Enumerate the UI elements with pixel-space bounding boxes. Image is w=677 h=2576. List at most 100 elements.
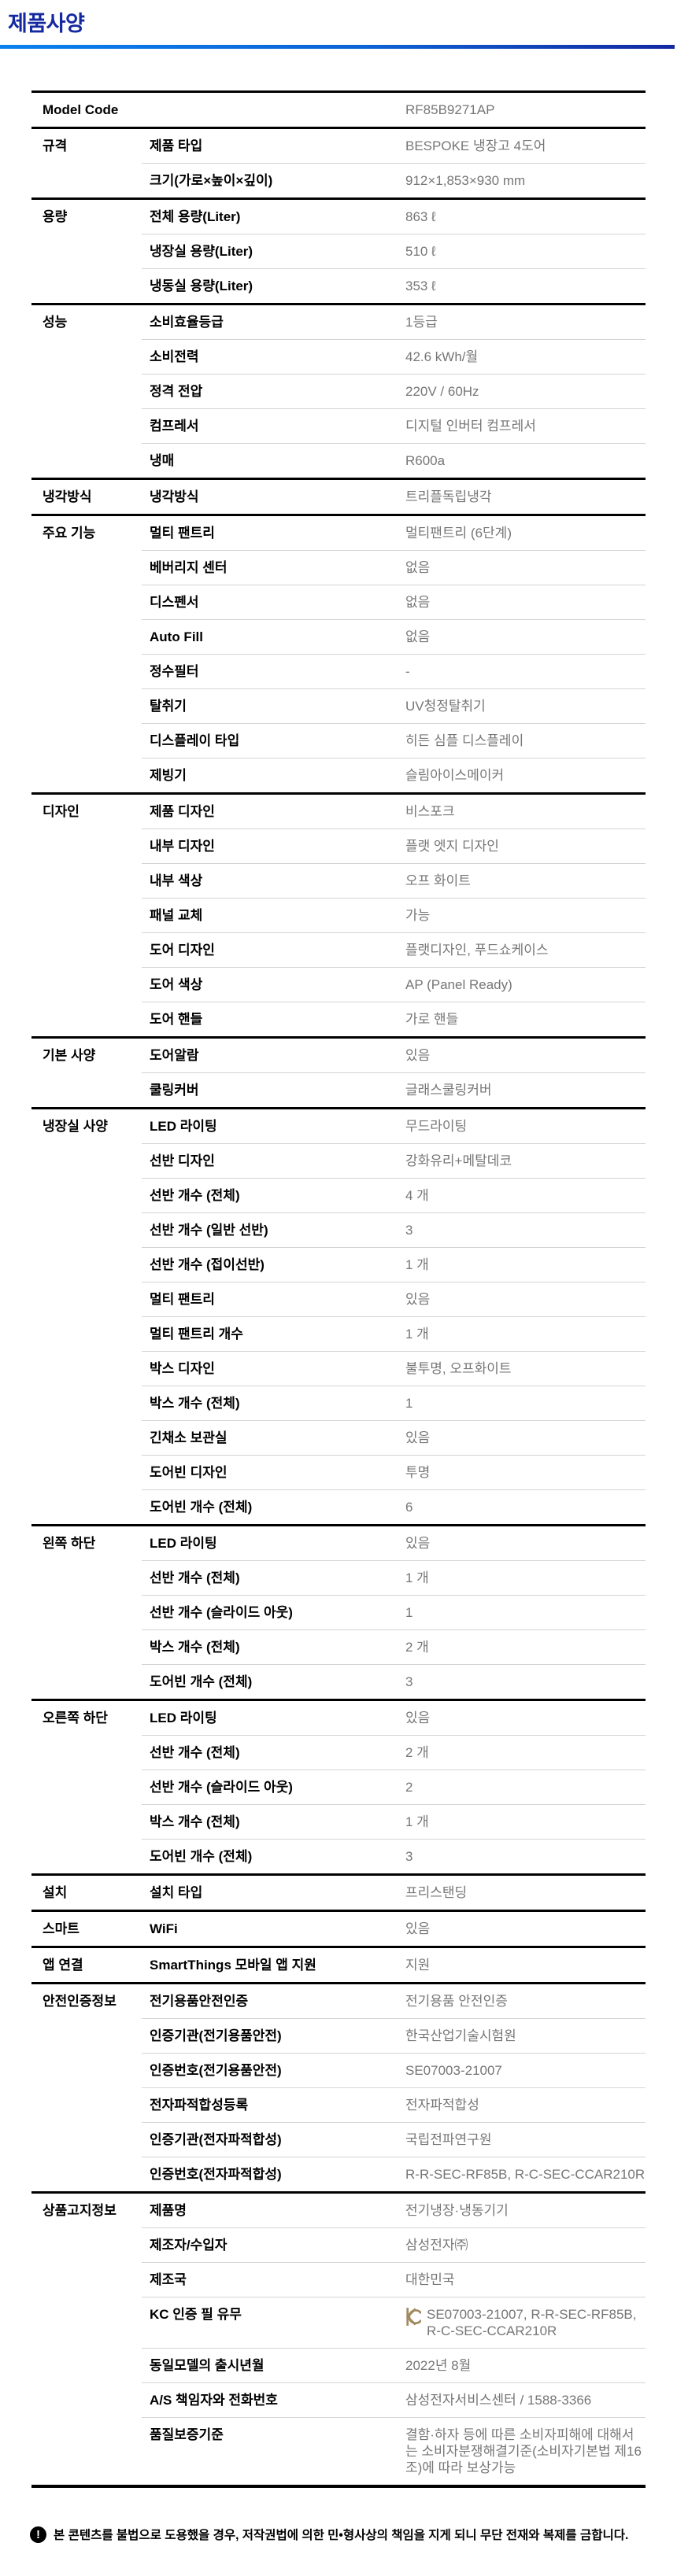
spec-label: 소비전력 bbox=[150, 349, 199, 364]
spec-label bbox=[142, 101, 405, 118]
spec-value: 863 ℓ bbox=[405, 209, 436, 224]
spec-value: 프리스탠딩 bbox=[405, 1885, 468, 1900]
spec-value: 3 bbox=[405, 1849, 413, 1864]
spec-value-cell: 글래스쿨링커버 bbox=[405, 1082, 646, 1098]
spec-row: 내부 디자인 플랫 엣지 디자인 bbox=[142, 829, 646, 863]
spec-category: 냉장실 사양 bbox=[43, 1119, 108, 1134]
footer-note: ! 본 콘텐츠를 불법으로 도용했을 경우, 저작권법에 의한 민•형사상의 책… bbox=[30, 2526, 666, 2543]
spec-section-rows: SmartThings 모바일 앱 지원 지원 bbox=[142, 1948, 646, 1982]
spec-row: 소비효율등급 1등급 bbox=[142, 305, 646, 339]
spec-value-cell: 슬림아이스메이커 bbox=[405, 767, 646, 784]
spec-label: 컴프레서 bbox=[150, 419, 199, 434]
spec-row: 도어빈 개수 (전체) 3 bbox=[142, 1839, 646, 1873]
spec-label: LED 라이팅 bbox=[150, 1536, 217, 1551]
spec-value-cell: 있음 bbox=[405, 1921, 646, 1937]
page-title: 제품사양 bbox=[8, 12, 85, 35]
spec-section: 용량 전체 용량(Liter) 863 ℓ 냉장실 용량(Liter) 510 … bbox=[31, 197, 646, 303]
spec-section: 기본 사양 도어알람 있음 쿨링커버 글래스쿨링커버 bbox=[31, 1036, 646, 1107]
spec-value: 국립전파연구원 bbox=[405, 2132, 492, 2147]
spec-label: 선반 개수 (전체) bbox=[150, 1570, 240, 1585]
spec-label: 선반 개수 (전체) bbox=[150, 1188, 240, 1203]
spec-label: 디스플레이 타입 bbox=[150, 733, 240, 748]
spec-row: WiFi 있음 bbox=[142, 1912, 646, 1946]
spec-category: 용량 bbox=[43, 209, 68, 224]
spec-value-cell: 없음 bbox=[405, 629, 646, 645]
spec-value-cell: 멀티팬트리 (6단계) bbox=[405, 525, 646, 541]
spec-row: 정수필터 - bbox=[142, 654, 646, 688]
spec-row: 도어 핸들 가로 핸들 bbox=[142, 1002, 646, 1036]
spec-value: AP (Panel Ready) bbox=[405, 977, 512, 992]
spec-value: 2 개 bbox=[405, 1640, 429, 1655]
spec-section-rows: LED 라이팅 무드라이팅 선반 디자인 강화유리+메탈데코 선반 개수 ( bbox=[142, 1109, 646, 1524]
spec-label: 멀티 팬트리 bbox=[150, 1292, 215, 1307]
spec-row: 소비전력 42.6 kWh/월 bbox=[142, 339, 646, 374]
spec-label: A/S 책임자와 전화번호 bbox=[150, 2393, 278, 2408]
spec-label: 정격 전압 bbox=[150, 384, 203, 399]
spec-value-cell: 4 개 bbox=[405, 1187, 646, 1204]
spec-category: 앱 연결 bbox=[43, 1958, 83, 1973]
title-underline bbox=[0, 45, 675, 49]
spec-value-cell: 2022년 8월 bbox=[405, 2357, 646, 2374]
spec-label: 도어 핸들 bbox=[150, 1012, 203, 1027]
spec-row: 쿨링커버 글래스쿨링커버 bbox=[142, 1072, 646, 1107]
spec-row: 선반 개수 (일반 선반) 3 bbox=[142, 1212, 646, 1247]
spec-row: 디스플레이 타입 히든 심플 디스플레이 bbox=[142, 723, 646, 758]
spec-value-cell: 3 bbox=[405, 1222, 646, 1238]
spec-label: 박스 디자인 bbox=[150, 1361, 215, 1376]
spec-value: 전기냉장·냉동기기 bbox=[405, 2203, 509, 2218]
spec-row: 선반 디자인 강화유리+메탈데코 bbox=[142, 1143, 646, 1178]
spec-label: 쿨링커버 bbox=[150, 1083, 199, 1098]
spec-row: 냉동실 용량(Liter) 353 ℓ bbox=[142, 268, 646, 303]
spec-row: LED 라이팅 있음 bbox=[142, 1701, 646, 1735]
spec-label: 디스펜서 bbox=[150, 595, 199, 610]
spec-label: 제조국 bbox=[150, 2272, 187, 2287]
spec-row: 도어 색상 AP (Panel Ready) bbox=[142, 967, 646, 1002]
spec-row: Auto Fill 없음 bbox=[142, 619, 646, 654]
spec-section: Model Code RF85B9271AP bbox=[31, 93, 646, 127]
spec-value-cell: 1 개 bbox=[405, 1814, 646, 1830]
spec-value: 없음 bbox=[405, 629, 431, 644]
spec-label: 탈취기 bbox=[150, 699, 187, 714]
spec-label: 베버리지 센터 bbox=[150, 560, 228, 575]
spec-section-rows: 제품 타입 BESPOKE 냉장고 4도어 크기(가로×높이×깊이) 912×1… bbox=[142, 129, 646, 197]
spec-value: 지원 bbox=[405, 1958, 431, 1973]
spec-table: Model Code RF85B9271AP 규격 제품 타입 bbox=[31, 90, 646, 2488]
spec-value: 결함·하자 등에 따른 소비자피해에 대해서는 소비자분쟁해결기준(소비자기본법… bbox=[405, 2427, 642, 2475]
spec-value: 한국산업기술시험원 bbox=[405, 2028, 516, 2043]
spec-label: 도어빈 개수 (전체) bbox=[150, 1849, 253, 1864]
spec-row: 디스펜서 없음 bbox=[142, 585, 646, 619]
spec-label: 제품 디자인 bbox=[150, 804, 215, 819]
spec-value-cell: 전기용품 안전인증 bbox=[405, 1993, 646, 2010]
spec-value-cell: 있음 bbox=[405, 1430, 646, 1446]
spec-value: 2022년 8월 bbox=[405, 2358, 472, 2373]
spec-category: 디자인 bbox=[43, 804, 80, 819]
spec-value-cell: 프리스탠딩 bbox=[405, 1884, 646, 1901]
spec-value: 트리플독립냉각 bbox=[405, 489, 492, 504]
spec-category: 왼쪽 하단 bbox=[43, 1536, 96, 1551]
spec-value: 있음 bbox=[405, 1048, 431, 1063]
spec-section: 냉장실 사양 LED 라이팅 무드라이팅 선반 디자인 강화유리+메탈데코 bbox=[31, 1107, 646, 1524]
spec-value: 불투명, 오프화이트 bbox=[405, 1361, 512, 1376]
spec-value-cell: 디지털 인버터 컴프레서 bbox=[405, 418, 646, 434]
spec-label: 인증기관(전자파적합성) bbox=[150, 2132, 282, 2147]
spec-row: 선반 개수 (전체) 1 개 bbox=[142, 1560, 646, 1595]
spec-value-cell: 6 bbox=[405, 1499, 646, 1515]
spec-value: 912×1,853×930 mm bbox=[405, 173, 526, 188]
spec-row: 도어 디자인 플랫디자인, 푸드쇼케이스 bbox=[142, 932, 646, 967]
spec-label: LED 라이팅 bbox=[150, 1119, 217, 1134]
spec-value: 비스포크 bbox=[405, 804, 455, 819]
spec-row: 멀티 팬트리 있음 bbox=[142, 1282, 646, 1316]
spec-row: 도어빈 개수 (전체) 3 bbox=[142, 1664, 646, 1699]
spec-value: 있음 bbox=[405, 1711, 431, 1725]
spec-value-cell: BESPOKE 냉장고 4도어 bbox=[405, 138, 646, 154]
spec-label: 긴채소 보관실 bbox=[150, 1430, 228, 1445]
spec-label: 도어빈 개수 (전체) bbox=[150, 1500, 253, 1515]
spec-label: 인증기관(전기용품안전) bbox=[150, 2028, 282, 2043]
spec-value: 삼성전자서비스센터 / 1588-3366 bbox=[405, 2393, 592, 2408]
spec-category: 오른쪽 하단 bbox=[43, 1711, 108, 1725]
spec-value-cell: 1 bbox=[405, 1604, 646, 1621]
spec-section: 상품고지정보 제품명 전기냉장·냉동기기 제조자/수입자 삼성전자㈜ bbox=[31, 2191, 646, 2485]
footer-text: 본 콘텐츠를 불법으로 도용했을 경우, 저작권법에 의한 민•형사상의 책임을… bbox=[54, 2529, 629, 2542]
spec-row: 멀티 팬트리 개수 1 개 bbox=[142, 1316, 646, 1351]
spec-label: 내부 디자인 bbox=[150, 839, 215, 854]
